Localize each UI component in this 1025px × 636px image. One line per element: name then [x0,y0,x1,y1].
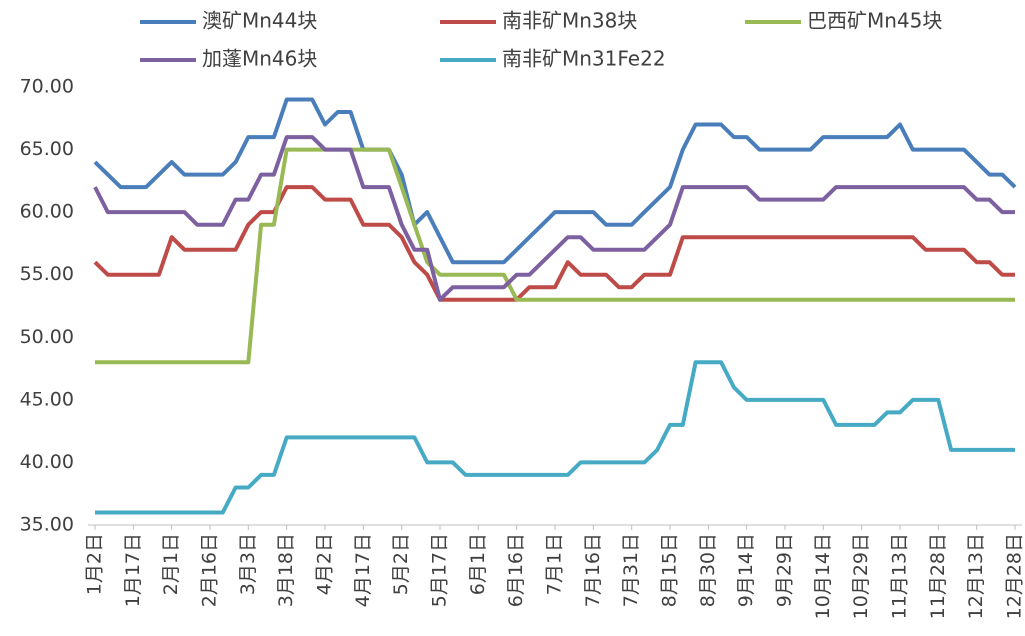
legend-label: 南非矿Mn38块 [502,9,637,33]
x-tick-label: 3月3日 [237,533,259,595]
x-tick-label: 8月15日 [659,533,681,607]
legend-label: 南非矿Mn31Fe22 [502,47,666,71]
x-tick-label: 11月13日 [889,533,911,619]
y-tick-label: 40.00 [20,451,74,473]
series-line [93,135,1015,302]
y-tick-label: 65.00 [20,138,74,160]
x-tick-label: 4月2日 [314,533,336,595]
x-tick-label: 1月17日 [122,533,144,607]
x-tick-label: 2月16日 [199,533,221,607]
x-tick-label: 5月2日 [390,533,412,595]
x-tick-label: 3月18日 [275,533,297,607]
y-tick-label: 55.00 [20,263,74,285]
x-tick-label: 12月28日 [1004,533,1025,619]
x-tick-label: 9月29日 [774,533,796,607]
legend-label: 巴西矿Mn45块 [807,9,942,33]
x-tick-label: 7月16日 [582,533,604,607]
series-line [93,97,1017,265]
series-line [93,185,1015,302]
y-tick-label: 45.00 [20,388,74,410]
y-tick-label: 50.00 [20,326,74,348]
legend-label: 加蓬Mn46块 [202,47,317,71]
x-tick-label: 4月17日 [352,533,374,607]
series-line [95,147,1015,365]
x-tick-label: 10月14日 [812,533,834,619]
series-line [95,360,1015,515]
x-tick-label: 7月1日 [544,533,566,595]
y-tick-label: 70.00 [20,76,74,98]
legend-label: 澳矿Mn44块 [202,9,317,33]
x-tick-label: 2月1日 [160,533,182,595]
x-tick-label: 7月31日 [620,533,642,607]
x-tick-label: 10月29日 [850,533,872,619]
x-tick-label: 9月14日 [735,533,757,607]
x-tick-label: 1月2日 [84,533,106,595]
x-tick-label: 12月13日 [965,533,987,619]
x-tick-label: 8月30日 [697,533,719,607]
y-tick-label: 60.00 [20,201,74,223]
x-tick-label: 11月28日 [927,533,949,619]
x-tick-label: 6月1日 [467,533,489,595]
x-tick-label: 6月16日 [505,533,527,607]
x-tick-label: 5月17日 [429,533,451,607]
y-tick-label: 35.00 [20,514,74,536]
